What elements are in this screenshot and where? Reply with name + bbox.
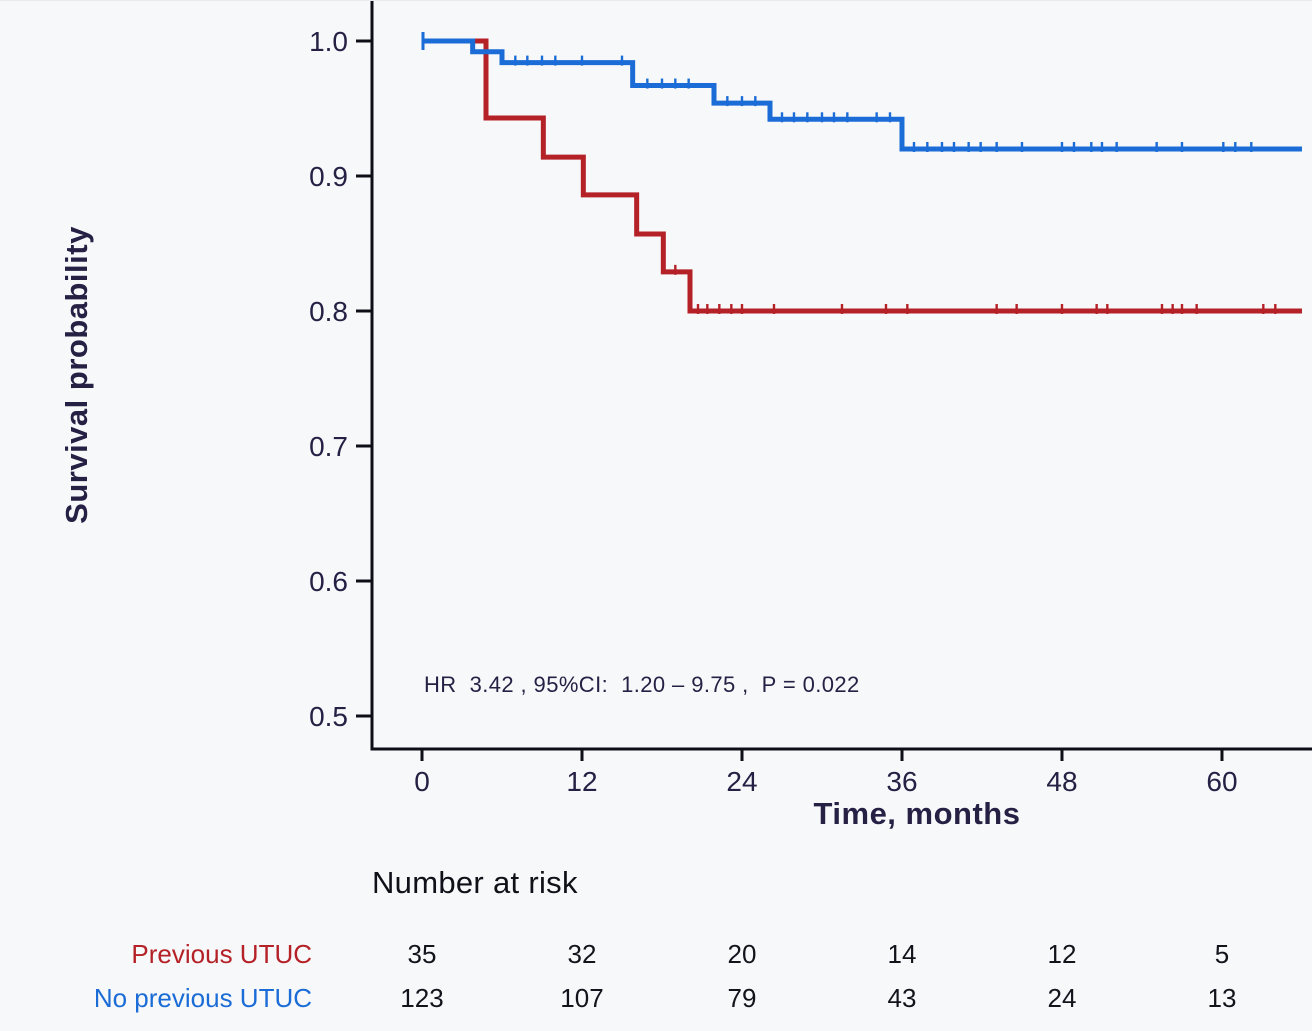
x-tick-label: 12	[566, 766, 597, 797]
x-tick-label: 0	[414, 766, 430, 797]
risk-count: 123	[400, 983, 444, 1013]
risk-count: 79	[727, 983, 757, 1013]
x-tick-label: 48	[1046, 766, 1077, 797]
x-tick-label: 60	[1206, 766, 1237, 797]
risk-row-label-no-previous-utuc: No previous UTUC	[93, 983, 312, 1013]
survival-curve-previous-utuc	[422, 38, 1302, 314]
risk-count: 35	[407, 939, 437, 969]
y-tick-label: 1.0	[309, 26, 348, 57]
y-tick-label: 0.7	[309, 431, 348, 462]
y-tick-label: 0.6	[309, 566, 348, 597]
hazard-ratio-annotation: HR 3.42 , 95%CI: 1.20 – 9.75 , P = 0.022	[424, 672, 860, 697]
y-tick-label: 0.9	[309, 161, 348, 192]
risk-count: 20	[727, 939, 757, 969]
risk-count: 24	[1047, 983, 1077, 1013]
risk-count: 43	[887, 983, 917, 1013]
risk-count: 32	[567, 939, 597, 969]
risk-table-title: Number at risk	[372, 865, 578, 900]
x-tick-label: 36	[886, 766, 917, 797]
risk-count: 13	[1207, 983, 1237, 1013]
x-axis-title: Time, months	[813, 796, 1021, 831]
risk-count: 14	[887, 939, 917, 969]
x-tick-label: 24	[726, 766, 757, 797]
y-axis-title: Survival probability	[59, 226, 94, 524]
risk-count: 107	[560, 983, 604, 1013]
risk-count: 5	[1214, 939, 1230, 969]
y-tick-label: 0.5	[309, 701, 348, 732]
risk-row-label-previous-utuc: Previous UTUC	[131, 939, 312, 969]
risk-count: 12	[1047, 939, 1077, 969]
survival-curve-no-previous-utuc	[422, 38, 1302, 152]
y-tick-label: 0.8	[309, 296, 348, 327]
